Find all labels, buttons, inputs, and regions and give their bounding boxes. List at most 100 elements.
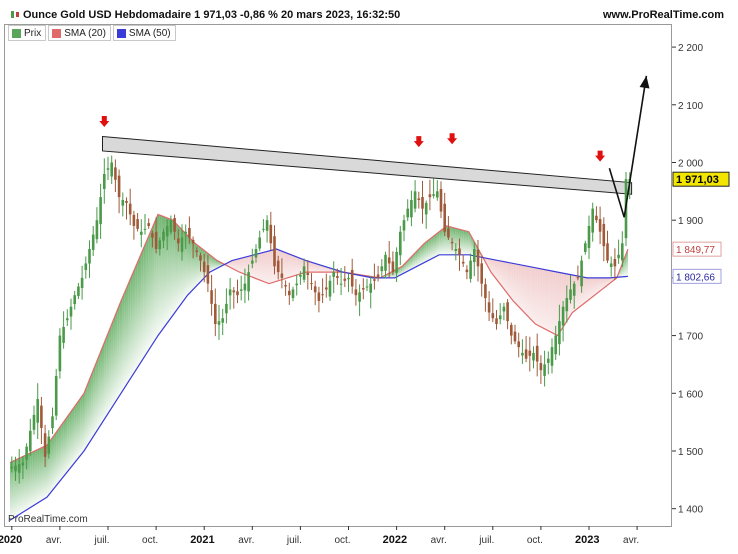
sma-fill-segment bbox=[265, 251, 268, 283]
candle-body bbox=[84, 263, 88, 271]
sma-fill-segment bbox=[433, 234, 436, 258]
candle-body bbox=[51, 416, 54, 429]
sma-fill-segment bbox=[439, 230, 442, 255]
legend-swatch bbox=[116, 28, 126, 38]
sma-fill-segment bbox=[65, 416, 68, 475]
candle-body bbox=[117, 175, 121, 198]
sma-fill-segment bbox=[143, 244, 146, 359]
sma-fill-segment bbox=[59, 424, 62, 481]
sma-fill-segment bbox=[148, 231, 151, 351]
candle-body bbox=[543, 364, 546, 376]
candle-body bbox=[132, 214, 136, 226]
candle-body bbox=[498, 315, 502, 320]
sma-fill-segment bbox=[400, 266, 403, 275]
candle-body bbox=[347, 277, 350, 280]
candle-body bbox=[77, 286, 80, 297]
candle-body bbox=[521, 352, 524, 356]
candle-body bbox=[528, 350, 532, 356]
price-label: 1 849,77 bbox=[676, 245, 715, 256]
sma-fill-segment bbox=[128, 279, 131, 382]
candle-body bbox=[225, 303, 228, 314]
candle-body bbox=[561, 306, 565, 326]
sma-fill-segment bbox=[468, 231, 471, 256]
sma-fill-segment bbox=[172, 220, 175, 316]
candle-body bbox=[510, 324, 513, 336]
x-tick-label: 2020 bbox=[0, 534, 22, 546]
candle-body bbox=[140, 231, 143, 235]
sma-fill-segment bbox=[389, 272, 392, 278]
sma-fill-segment bbox=[117, 305, 120, 400]
sma-fill-segment bbox=[11, 460, 14, 520]
sma-fill-segment bbox=[452, 227, 454, 255]
candle-body bbox=[487, 302, 491, 313]
candle-body bbox=[43, 433, 47, 457]
candle-body bbox=[247, 272, 250, 292]
sma-fill-segment bbox=[174, 222, 177, 313]
sma-fill-segment bbox=[413, 252, 416, 269]
candle-body bbox=[617, 254, 620, 259]
sma-fill-segment bbox=[91, 370, 94, 440]
candle-body bbox=[432, 194, 435, 196]
sma-fill-segment bbox=[241, 257, 244, 274]
legend-label: Prix bbox=[24, 27, 42, 39]
candle-body bbox=[21, 462, 25, 466]
sma-fill-segment bbox=[429, 237, 432, 260]
sma-fill-segment bbox=[496, 260, 499, 282]
x-tick-label: avr. bbox=[431, 535, 447, 546]
candle-body bbox=[443, 203, 446, 232]
candle-body bbox=[613, 258, 617, 267]
resistance-arrow bbox=[595, 150, 606, 162]
candle-body bbox=[40, 405, 43, 428]
sma-fill-segment bbox=[313, 262, 316, 273]
sma-fill-segment bbox=[239, 258, 242, 273]
legend-item-sma50[interactable]: SMA (50) bbox=[112, 25, 176, 41]
sma-fill-segment bbox=[163, 216, 166, 329]
candle-body bbox=[265, 220, 269, 231]
sma-fill-segment bbox=[217, 260, 220, 269]
legend-item-prix[interactable]: Prix bbox=[8, 25, 47, 41]
candle-body bbox=[572, 283, 576, 296]
sma-fill-segment bbox=[45, 445, 47, 499]
sma-fill-segment bbox=[624, 253, 627, 277]
legend-item-sma20[interactable]: SMA (20) bbox=[48, 25, 111, 41]
sma-fill-segment bbox=[106, 333, 109, 417]
x-tick-label: 2021 bbox=[190, 534, 214, 546]
sma-fill-segment bbox=[626, 249, 628, 277]
sma-fill-segment bbox=[596, 277, 599, 294]
candle-body bbox=[206, 265, 210, 284]
sma-fill-segment bbox=[126, 283, 129, 385]
sma-fill-segment bbox=[402, 264, 405, 275]
candle-body bbox=[258, 237, 261, 249]
candle-body bbox=[336, 275, 339, 278]
sma-fill-segment bbox=[405, 260, 408, 273]
candle-body bbox=[362, 288, 365, 290]
candle-body bbox=[173, 218, 176, 232]
sma-fill-segment bbox=[583, 277, 586, 304]
candle-body bbox=[243, 283, 247, 291]
candle-body bbox=[202, 261, 206, 273]
sma-fill-segment bbox=[559, 272, 562, 333]
sma-fill-segment bbox=[296, 256, 299, 275]
sma-fill-segment bbox=[85, 384, 88, 449]
sma-fill-segment bbox=[465, 230, 467, 255]
sma-fill-segment bbox=[58, 427, 60, 484]
candle-body bbox=[424, 202, 428, 215]
x-tick-label: juil. bbox=[93, 535, 109, 546]
x-tick-label: avr. bbox=[46, 535, 62, 546]
sma-fill-segment bbox=[466, 231, 469, 255]
sma-fill-segment bbox=[491, 259, 493, 275]
sma-fill-segment bbox=[74, 403, 77, 463]
sma-fill-segment bbox=[531, 267, 534, 323]
candle-body bbox=[125, 201, 128, 203]
sma-fill-segment bbox=[424, 241, 427, 263]
sma-fill-segment bbox=[326, 266, 329, 273]
sma-fill-segment bbox=[78, 398, 81, 458]
sma-fill-segment bbox=[505, 262, 508, 294]
candle-body bbox=[54, 375, 58, 416]
plot-area bbox=[4, 24, 672, 527]
candle-body bbox=[151, 233, 154, 238]
candle-body bbox=[254, 249, 258, 258]
candle-body bbox=[66, 318, 69, 321]
sma-fill-segment bbox=[494, 259, 497, 280]
